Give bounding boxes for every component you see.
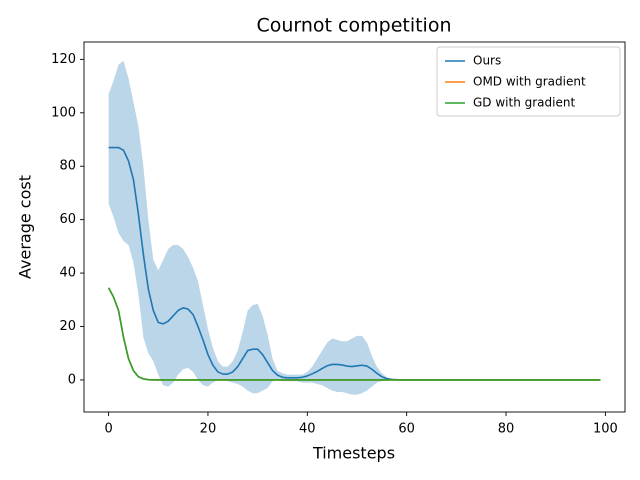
legend-box (436, 46, 621, 117)
y-axis-label: Average cost (16, 175, 35, 279)
x-tick-label: 100 (593, 422, 618, 437)
line (107, 287, 601, 381)
legend-label: OMD with gradient (473, 75, 586, 89)
legend-label: Ours (473, 54, 501, 68)
x-tick-label: 80 (498, 422, 515, 437)
legend: Ours OMD with gradient GD with gradient (436, 46, 621, 117)
y-tick-label: 80 (59, 159, 76, 174)
y-tick-label: 20 (59, 319, 76, 334)
y-tick-label: 60 (59, 212, 76, 227)
chart-title: Cournot competition (256, 15, 451, 37)
x-tick-label: 40 (299, 422, 316, 437)
legend-label: GD with gradient (473, 96, 575, 110)
x-tick-label: 20 (200, 422, 217, 437)
y-tick-label: 120 (51, 52, 76, 67)
y-tick-label: 40 (59, 266, 76, 281)
y-tick-label: 0 (68, 372, 76, 387)
line (108, 146, 601, 381)
x-axis-label: Timesteps (312, 444, 395, 463)
x-tick-label: 60 (398, 422, 415, 437)
x-tick-label: 0 (104, 422, 112, 437)
confidence-band (108, 60, 601, 395)
y-tick-label: 100 (51, 105, 76, 120)
plot-frame (83, 41, 626, 413)
